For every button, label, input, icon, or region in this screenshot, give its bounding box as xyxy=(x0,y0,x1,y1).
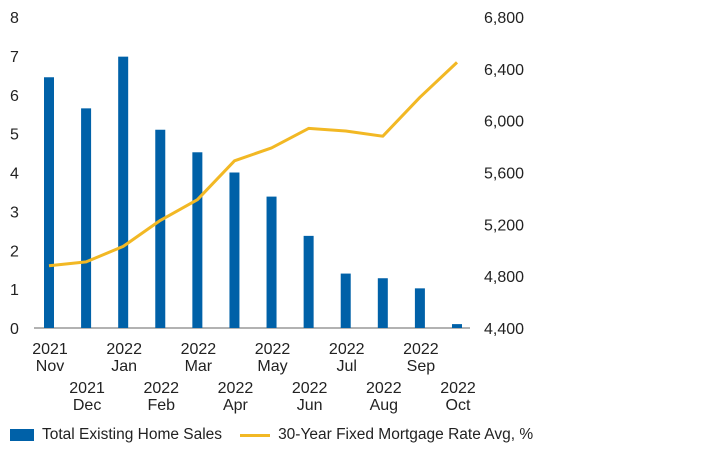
bar xyxy=(303,235,314,328)
x-tick-label-year: 2022 xyxy=(366,380,402,397)
y-right-tick-label: 6,400 xyxy=(484,62,524,79)
x-tick-label-year: 2022 xyxy=(218,380,254,397)
x-tick-label-year: 2022 xyxy=(403,341,439,358)
x-tick-label-month: Jan xyxy=(111,358,137,375)
x-tick-label-month: Jul xyxy=(336,358,356,375)
x-tick-label-month: Nov xyxy=(36,358,64,375)
y-right-tick-label: 6,800 xyxy=(484,10,524,27)
right-axis: 4,400 4,800 5,200 5,600 6,000 6,400 6,800 xyxy=(484,10,524,338)
x-tick-label-month: Jun xyxy=(297,397,323,414)
y-left-tick-label: 0 xyxy=(10,321,19,338)
legend-label-line: 30-Year Fixed Mortgage Rate Avg, % xyxy=(278,426,534,443)
legend-swatch-line xyxy=(240,433,271,437)
y-left-tick-label: 6 xyxy=(10,88,19,105)
bar xyxy=(118,56,129,329)
bar xyxy=(192,152,203,328)
x-tick-label-month: Dec xyxy=(73,397,101,414)
bar xyxy=(451,324,462,328)
left-axis: 0 1 2 3 4 5 6 7 8 xyxy=(10,10,19,338)
x-tick-label-year: 2021 xyxy=(32,341,68,358)
bar-series xyxy=(44,56,462,329)
x-tick-label-year: 2022 xyxy=(255,341,291,358)
x-tick-label-month: Aug xyxy=(370,397,398,414)
bar xyxy=(377,278,388,328)
y-left-tick-label: 8 xyxy=(10,10,19,27)
legend: Total Existing Home Sales 30-Year Fixed … xyxy=(10,424,551,446)
y-right-tick-label: 5,600 xyxy=(484,166,524,183)
legend-swatch-bar xyxy=(10,429,34,441)
bar xyxy=(340,273,351,328)
x-tick-label-month: Oct xyxy=(446,397,471,414)
y-left-tick-label: 7 xyxy=(10,49,19,66)
x-tick-label-year: 2022 xyxy=(440,380,476,397)
line-series xyxy=(48,61,459,268)
x-tick-label-month: Feb xyxy=(147,397,175,414)
bar xyxy=(81,108,92,328)
y-left-tick-label: 2 xyxy=(10,243,19,260)
x-tick-label-month: Apr xyxy=(223,397,249,414)
x-tick-label-year: 2022 xyxy=(106,341,142,358)
x-tick-label-year: 2022 xyxy=(329,341,365,358)
x-tick-label-month: Sep xyxy=(407,358,436,375)
y-right-tick-label: 5,200 xyxy=(484,217,524,234)
y-right-tick-label: 4,800 xyxy=(484,269,524,286)
x-tick-label-year: 2022 xyxy=(143,380,179,397)
legend-item-line: 30-Year Fixed Mortgage Rate Avg, % xyxy=(240,426,533,444)
x-axis: 2021Nov2021Dec2022Jan2022Feb2022Mar2022A… xyxy=(32,341,476,414)
x-tick-label-year: 2022 xyxy=(181,341,217,358)
y-left-tick-label: 3 xyxy=(10,204,19,221)
y-left-tick-label: 5 xyxy=(10,127,19,144)
y-left-tick-label: 1 xyxy=(10,282,19,299)
legend-item-bar: Total Existing Home Sales xyxy=(10,426,222,444)
x-tick-label-year: 2021 xyxy=(69,380,105,397)
bar xyxy=(44,77,54,328)
x-tick-label-month: May xyxy=(257,358,287,375)
bar xyxy=(266,196,277,328)
y-right-tick-label: 6,000 xyxy=(484,114,524,131)
bar xyxy=(229,172,240,328)
bar xyxy=(414,288,425,328)
bar xyxy=(155,129,166,328)
y-right-tick-label: 4,400 xyxy=(484,321,524,338)
legend-label-bar: Total Existing Home Sales xyxy=(42,426,223,443)
x-tick-label-month: Mar xyxy=(185,358,213,375)
x-tick-label-year: 2022 xyxy=(292,380,328,397)
y-left-tick-label: 4 xyxy=(10,166,19,183)
